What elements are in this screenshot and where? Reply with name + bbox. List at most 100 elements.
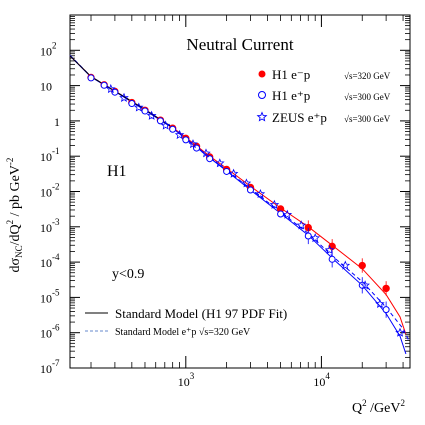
x-axis-label-sup2: 2 — [401, 398, 406, 408]
model-legend: Standard Model (H1 97 PDF Fit) Standard … — [85, 306, 287, 338]
ep-data-point — [87, 74, 95, 82]
x-axis-label-units: /GeV — [367, 401, 401, 416]
zeus-data-point — [282, 209, 293, 219]
x-tick-label-base: 10 — [313, 375, 325, 389]
model-legend-solid-label: Standard Model (H1 97 PDF Fit) — [115, 306, 287, 321]
data-points — [87, 73, 405, 337]
model-legend-dashed-label: Standard Model e⁺p √s=320 GeV — [115, 327, 251, 338]
ep-data-point — [182, 136, 190, 144]
y-tick-label: 10-3 — [40, 217, 60, 235]
x-axis-label-sup1: 2 — [362, 398, 367, 408]
y-tick-label: 10-2 — [40, 182, 60, 200]
y-tick-label: 10 — [40, 80, 52, 94]
y-tick-label-base: 10 — [40, 80, 52, 94]
em-data-point — [382, 284, 390, 293]
zeus-data-point — [310, 233, 320, 243]
y-tick-label-exponent: -6 — [52, 323, 60, 333]
y-tick-label: 10-6 — [40, 323, 60, 341]
ep-data-point — [128, 100, 136, 108]
legend-zeus-marker — [256, 111, 268, 122]
y-tick-label-base: 1 — [54, 115, 60, 129]
legend-series-label: ZEUS e⁺p — [272, 110, 327, 125]
y-axis-label-sub: NC — [14, 245, 24, 258]
ep-data-point — [328, 255, 336, 263]
y-tick-label-exponent: -5 — [52, 287, 60, 297]
zeus-data-point — [134, 102, 144, 112]
experiment-label: H1 — [107, 163, 127, 180]
x-tick-label-exponent: 3 — [190, 371, 195, 381]
zeus-data-point — [174, 129, 185, 140]
ep-data-point — [382, 306, 390, 314]
legend-series-label: H1 e⁺p — [272, 88, 310, 103]
y-tick-label: 10-7 — [40, 358, 60, 376]
zeus-data-point — [340, 260, 351, 270]
zeus-data-point — [375, 298, 385, 309]
x-tick-labels: 103 104 — [178, 371, 331, 389]
x-axis-label-q: Q — [352, 401, 362, 416]
y-axis-label-units: / pb GeV — [8, 165, 23, 220]
y-axis-label-sup1: 2 — [5, 220, 15, 225]
y-axis-label-d-sigma: dσ — [8, 257, 23, 272]
ep-data-point — [169, 125, 177, 133]
cut-label: y<0.9 — [112, 267, 144, 282]
x-tick-label-exponent: 4 — [325, 371, 330, 381]
y-tick-label: 10-5 — [40, 287, 60, 305]
x-tick-label: 104 — [313, 371, 330, 389]
legend-series-energy: √s=300 GeV — [344, 92, 391, 102]
ep-data-point — [111, 88, 119, 96]
legend-series-label: H1 e⁻p — [272, 67, 310, 82]
y-tick-label-base: 10 — [40, 221, 52, 235]
zeus-data-point — [395, 327, 405, 337]
ep-data-point — [206, 155, 214, 163]
ep-data-point — [277, 210, 285, 218]
zeus-data-point — [360, 280, 370, 290]
axis-ticks — [70, 14, 410, 369]
y-tick-label: 102 — [40, 40, 57, 58]
y-axis-label-sup2: -2 — [5, 158, 15, 166]
ep-data-point — [100, 81, 108, 89]
zeus-data-point — [146, 110, 157, 120]
legend-em-marker — [258, 70, 266, 78]
y-tick-label-exponent: -3 — [52, 217, 60, 227]
y-tick-label-base: 10 — [40, 327, 52, 341]
ep-data-point — [141, 107, 149, 115]
legend-ep-marker — [258, 91, 266, 99]
y-tick-label-base: 10 — [40, 291, 52, 305]
y-tick-label-base: 10 — [40, 44, 52, 58]
legend-series-energy: √s=320 GeV — [344, 71, 391, 81]
zeus-data-point — [160, 120, 171, 130]
zeus-data-point — [324, 244, 335, 255]
zeus-data-point — [201, 148, 211, 158]
y-axis-label: dσNC/dQ2 / pb GeV-2 — [5, 158, 24, 273]
y-tick-label-exponent: -4 — [52, 252, 60, 262]
ep-data-point — [247, 186, 255, 194]
em-data-point — [358, 261, 366, 270]
x-tick-label-base: 10 — [178, 375, 190, 389]
zeus-data-point — [106, 83, 116, 94]
zeus-data-point — [269, 199, 280, 209]
zeus-data-point — [228, 168, 239, 178]
zeus-data-point — [255, 188, 266, 199]
ep-data-point — [156, 117, 164, 125]
chart-title: Neutral Current — [186, 35, 293, 54]
legend-series-energy: √s=300 GeV — [344, 114, 391, 124]
zeus-data-point — [188, 139, 198, 149]
y-tick-label-exponent: -1 — [52, 146, 60, 156]
ep-data-point — [223, 167, 231, 175]
y-tick-label: 1 — [54, 115, 60, 129]
x-tick-label: 103 — [178, 371, 195, 389]
x-axis-label: Q2 /GeV2 — [352, 398, 405, 416]
ep-data-point — [304, 232, 312, 240]
zeus-data-point — [296, 220, 306, 230]
y-tick-label: 10-1 — [40, 146, 60, 164]
y-tick-label-base: 10 — [40, 186, 52, 200]
ep-data-point — [193, 144, 201, 152]
y-tick-label-exponent: 2 — [52, 40, 57, 50]
y-tick-label-exponent: -2 — [52, 182, 60, 192]
zeus-data-point — [241, 178, 252, 188]
zeus-data-point — [119, 92, 129, 102]
y-tick-label-base: 10 — [40, 362, 52, 376]
